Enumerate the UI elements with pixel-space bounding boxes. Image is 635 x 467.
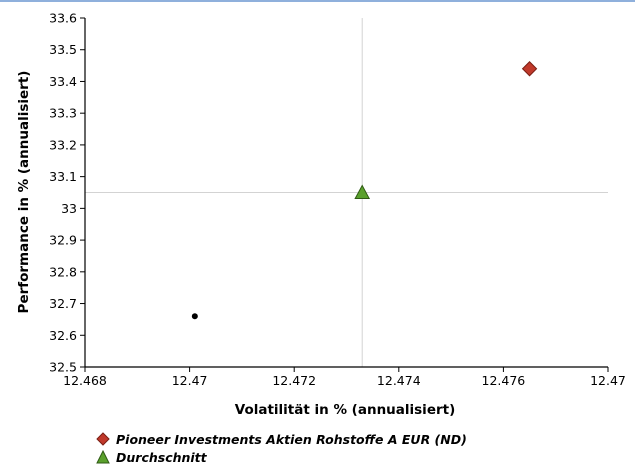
data-point-dot [191, 313, 198, 320]
x-tick-label: 12.474 [377, 373, 421, 388]
triangle-icon [96, 450, 110, 464]
scatter-chart: 32.5 32.6 32.7 32.8 32.9 33 33.1 33.2 33.3 33.4 33… [16, 11, 626, 419]
y-tick-label: 33.3 [49, 106, 77, 121]
x-tick-label: 12.47 [172, 373, 208, 388]
x-tick-label: 12.476 [482, 373, 526, 388]
diamond-icon [96, 432, 110, 446]
y-tick-label: 32.5 [49, 360, 77, 375]
y-tick-label: 33.1 [49, 169, 77, 184]
legend: Pioneer Investments Aktien Rohstoffe A E… [96, 430, 467, 466]
y-tick-label: 33.5 [49, 42, 77, 57]
y-tick-label: 33.6 [49, 11, 77, 26]
y-tick-label: 33.2 [49, 137, 77, 152]
data-point-triangle [354, 184, 371, 199]
x-axis-label: Volatilität in % (annualisiert) [235, 402, 456, 418]
x-tick-label: 12.468 [63, 373, 107, 388]
top-border [0, 0, 635, 2]
y-tick-label: 32.9 [49, 233, 77, 248]
y-tick-label: 33 [61, 201, 77, 216]
legend-label: Pioneer Investments Aktien Rohstoffe A E… [116, 431, 467, 447]
y-tick-label: 33.4 [49, 74, 77, 89]
y-tick-label: 32.8 [49, 264, 77, 279]
y-tick-label: 32.7 [49, 296, 77, 311]
legend-item-pioneer: Pioneer Investments Aktien Rohstoffe A E… [96, 430, 467, 448]
y-axis-label: Performance in % (annualisiert) [16, 71, 32, 314]
legend-item-durchschnitt: Durchschnitt [96, 448, 467, 466]
legend-label: Durchschnitt [116, 449, 207, 465]
y-tick-label: 32.6 [49, 328, 77, 343]
data-point-diamond [521, 61, 538, 77]
x-tick-label: 12.472 [272, 373, 316, 388]
x-tick-label: 12.47 [590, 373, 626, 388]
